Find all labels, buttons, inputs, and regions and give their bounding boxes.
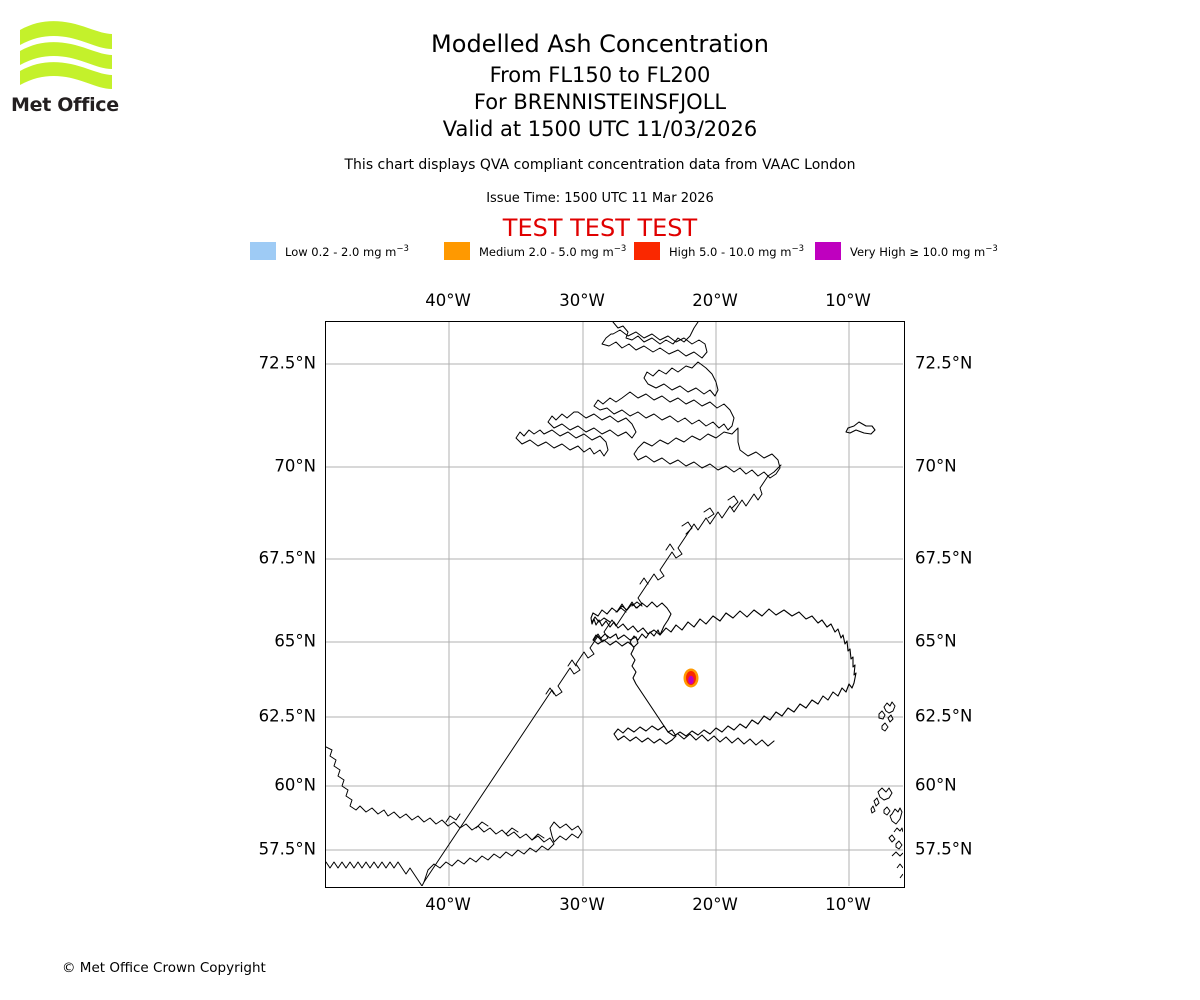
lat-tick-right-575n: 57.5°N bbox=[915, 839, 973, 859]
legend-label-very-high: Very High ≥ 10.0 mg m−3 bbox=[850, 243, 998, 259]
chart-subtitle: This chart displays QVA compliant concen… bbox=[344, 157, 856, 173]
lon-tick-bottom-40w: 40°W bbox=[425, 895, 471, 914]
legend-item-very-high: Very High ≥ 10.0 mg m−3 bbox=[815, 241, 998, 261]
concentration-legend: Low 0.2 - 2.0 mg m−3 Medium 2.0 - 5.0 mg… bbox=[250, 241, 998, 261]
volcano-name: For BRENNISTEINSFJOLL bbox=[473, 90, 727, 114]
legend-swatch-very-high bbox=[815, 242, 841, 260]
valid-time: Valid at 1500 UTC 11/03/2026 bbox=[442, 117, 758, 141]
lon-tick-bottom-20w: 20°W bbox=[692, 895, 738, 914]
shetland-orkney-scotland bbox=[870, 787, 903, 879]
legend-swatch-low bbox=[250, 242, 276, 260]
met-office-logo-text: Met Office bbox=[11, 94, 119, 116]
lat-tick-right-725n: 72.5°N bbox=[915, 353, 973, 373]
lat-tick-left-70n: 70°N bbox=[274, 456, 316, 476]
page-title: Modelled Ash Concentration bbox=[431, 30, 769, 58]
lon-tick-top-20w: 20°W bbox=[692, 291, 738, 310]
legend-item-low: Low 0.2 - 2.0 mg m−3 bbox=[250, 241, 409, 261]
lon-tick-bottom-30w: 30°W bbox=[559, 895, 605, 914]
lat-tick-left-675n: 67.5°N bbox=[258, 548, 316, 568]
iceland-coastline bbox=[590, 601, 857, 747]
lon-tick-top-40w: 40°W bbox=[425, 291, 471, 310]
lat-tick-left-625n: 62.5°N bbox=[258, 706, 316, 726]
map-gridlines bbox=[326, 322, 903, 886]
copyright-notice: © Met Office Crown Copyright bbox=[62, 960, 266, 976]
issue-time: Issue Time: 1500 UTC 11 Mar 2026 bbox=[486, 191, 714, 206]
lon-tick-top-10w: 10°W bbox=[825, 291, 871, 310]
lat-tick-right-65n: 65°N bbox=[915, 631, 957, 651]
faroe-islands bbox=[878, 701, 896, 732]
legend-item-medium: Medium 2.0 - 5.0 mg m−3 bbox=[444, 241, 626, 261]
test-banner: TEST TEST TEST bbox=[502, 214, 698, 242]
met-office-wave-mark bbox=[20, 21, 112, 89]
greenland-coastline bbox=[326, 322, 782, 886]
legend-item-high: High 5.0 - 10.0 mg m−3 bbox=[634, 241, 804, 261]
lat-tick-left-725n: 72.5°N bbox=[258, 353, 316, 373]
ash-concentration-map[interactable] bbox=[325, 321, 905, 888]
legend-swatch-medium bbox=[444, 242, 470, 260]
lat-tick-left-60n: 60°N bbox=[274, 775, 316, 795]
lat-tick-right-675n: 67.5°N bbox=[915, 548, 973, 568]
lat-tick-left-65n: 65°N bbox=[274, 631, 316, 651]
legend-label-low: Low 0.2 - 2.0 mg m−3 bbox=[285, 243, 409, 259]
flight-level-range: From FL150 to FL200 bbox=[489, 63, 711, 87]
jan-mayen-island bbox=[845, 421, 876, 435]
lon-tick-bottom-10w: 10°W bbox=[825, 895, 871, 914]
ash-plume-marker bbox=[683, 668, 699, 688]
lat-tick-right-70n: 70°N bbox=[915, 456, 957, 476]
met-office-logo: Met Office bbox=[8, 18, 128, 118]
legend-label-high: High 5.0 - 10.0 mg m−3 bbox=[669, 243, 804, 259]
lat-tick-right-625n: 62.5°N bbox=[915, 706, 973, 726]
map-canvas bbox=[326, 322, 903, 886]
legend-label-medium: Medium 2.0 - 5.0 mg m−3 bbox=[479, 243, 627, 259]
legend-swatch-high bbox=[634, 242, 660, 260]
lat-tick-left-575n: 57.5°N bbox=[258, 839, 316, 859]
lat-tick-right-60n: 60°N bbox=[915, 775, 957, 795]
lon-tick-top-30w: 30°W bbox=[559, 291, 605, 310]
